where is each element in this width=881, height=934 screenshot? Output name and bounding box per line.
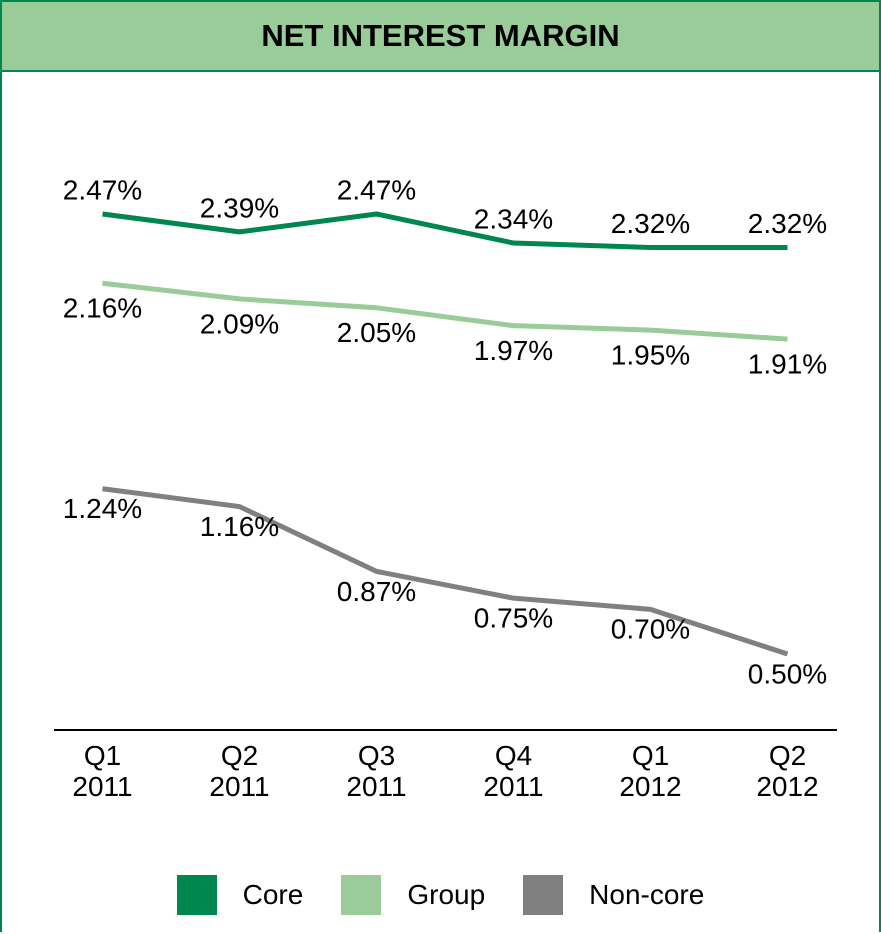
data-label: 2.47% (337, 174, 416, 205)
x-tick-label: Q1 2012 (619, 740, 682, 802)
data-label: 2.09% (200, 308, 279, 339)
data-label: 0.70% (611, 614, 690, 645)
data-label: 1.95% (611, 340, 690, 371)
legend-label: Non-core (589, 879, 705, 910)
x-tick-label: Q2 2012 (756, 740, 819, 802)
legend-swatch (341, 875, 382, 915)
chart-title: NET INTEREST MARGIN (2, 2, 879, 72)
data-label: 2.39% (200, 192, 279, 223)
legend-label: Core (242, 879, 304, 910)
line (102, 211, 788, 251)
legend-item: Core (176, 875, 304, 915)
line (102, 486, 789, 657)
data-label: 2.34% (474, 203, 553, 234)
data-label: 0.75% (474, 603, 553, 634)
legend-label: Group (407, 879, 486, 910)
data-label: 2.47% (63, 174, 142, 205)
legend: Core Group Non-core (2, 875, 879, 915)
data-label: 1.16% (200, 511, 279, 542)
data-label: 2.32% (611, 208, 690, 239)
data-label: 1.24% (63, 493, 142, 524)
legend-swatch (523, 875, 564, 915)
legend-item: Non-core (523, 875, 704, 915)
legend-item: Group (341, 875, 485, 915)
data-label: 1.97% (474, 335, 553, 366)
legend-swatch (176, 875, 217, 915)
data-label: 2.32% (748, 208, 827, 239)
data-label: 2.05% (337, 317, 416, 348)
x-tick-label: Q3 2011 (346, 740, 407, 802)
data-label: 0.87% (337, 576, 416, 607)
line (102, 280, 788, 342)
x-tick-label: Q2 2011 (209, 740, 270, 802)
x-tick-label: Q1 2011 (72, 740, 133, 802)
data-label: 2.16% (63, 293, 142, 324)
data-label: 0.50% (748, 658, 827, 689)
data-label: 1.91% (748, 348, 827, 379)
x-tick-label: Q4 2011 (483, 740, 544, 802)
